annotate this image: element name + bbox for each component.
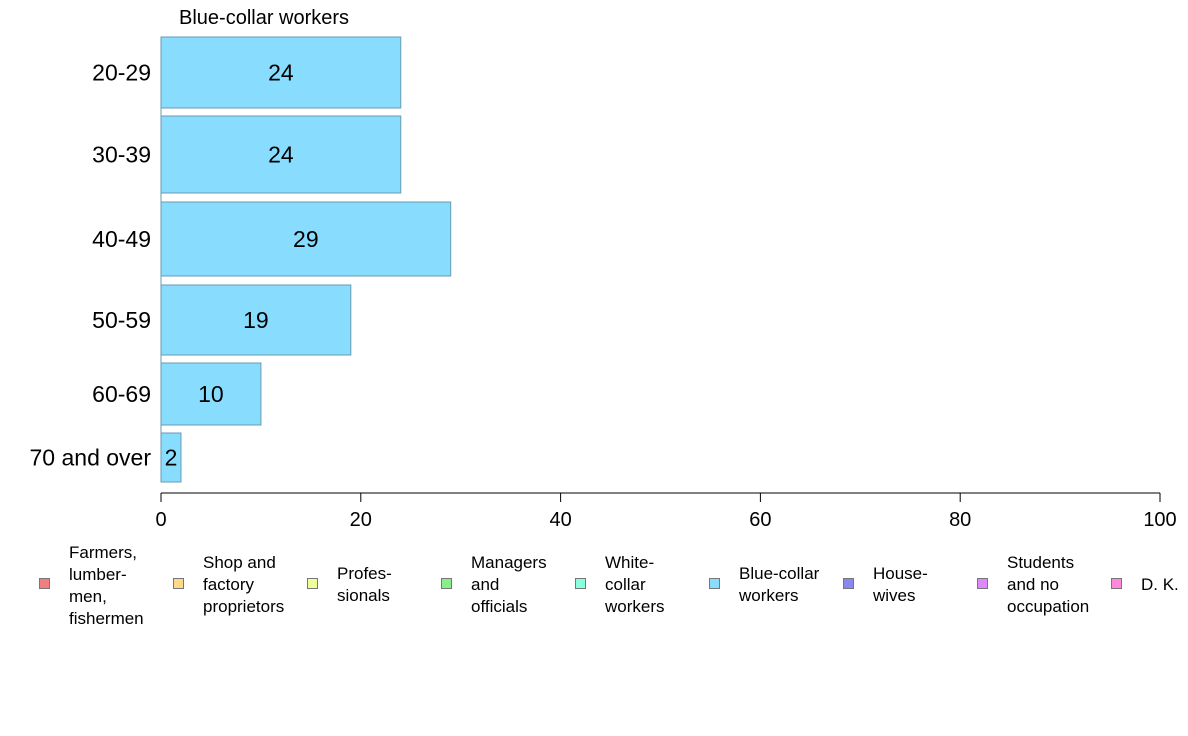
category-label: 30-39 <box>92 142 151 168</box>
x-tick-label: 100 <box>1143 509 1176 531</box>
legend-swatch <box>307 578 318 589</box>
bar-20-29 <box>160 36 402 109</box>
category-labels: 20-29 30-39 40-49 50-59 60-69 70 and over <box>30 60 152 471</box>
bar-chart: Blue-collar workers 24 24 29 19 10 2 20-29 30-… <box>30 7 1177 531</box>
legend-swatch <box>173 578 184 589</box>
data-label: 24 <box>268 60 294 86</box>
data-label: 29 <box>293 226 319 252</box>
bar-50-59 <box>160 284 352 356</box>
legend: Farmers, lumber- men, fishermen Shop and … <box>0 543 1188 632</box>
x-tick-label: 40 <box>549 509 571 531</box>
x-tick-label: 20 <box>350 509 372 531</box>
legend-label: Blue-collar workers <box>739 564 820 605</box>
legend-swatch <box>575 578 586 589</box>
legend-swatch <box>441 578 452 589</box>
legend-swatch <box>709 578 720 589</box>
x-axis: 0 20 40 60 80 100 <box>155 492 1177 531</box>
bar-40-49 <box>160 201 452 277</box>
legend-label: D. K. <box>1141 575 1179 594</box>
legend-label: Students and no occupation <box>1007 553 1090 616</box>
legend-label: House- wives <box>873 564 928 605</box>
legend-label: White- collar workers <box>605 553 665 616</box>
x-tick-label: 80 <box>949 509 971 531</box>
category-label: 20-29 <box>92 60 151 86</box>
legend-label: Farmers, lumber- men, fishermen <box>69 543 144 628</box>
bar-30-39 <box>160 115 402 194</box>
legend-label: Managers and officials <box>471 553 547 616</box>
category-label: 40-49 <box>92 226 151 252</box>
data-label: 2 <box>165 445 178 471</box>
legend-swatch <box>39 578 50 589</box>
legend-swatch <box>843 578 854 589</box>
data-label: 19 <box>243 307 269 333</box>
chart-title: Blue-collar workers <box>179 7 349 29</box>
bar-60-69 <box>160 362 262 426</box>
x-tick-label: 60 <box>749 509 771 531</box>
category-label: 50-59 <box>92 307 151 333</box>
legend-label: Shop and factory proprietors <box>203 553 285 616</box>
legend-label: Profes- sionals <box>337 564 392 605</box>
data-label: 24 <box>268 142 294 168</box>
legend-swatch <box>1111 578 1122 589</box>
bars-group: 24 24 29 19 10 2 <box>160 36 452 483</box>
category-label: 70 and over <box>30 445 152 471</box>
x-tick-label: 0 <box>155 509 166 531</box>
data-label: 10 <box>198 381 224 407</box>
category-label: 60-69 <box>92 381 151 407</box>
legend-swatch <box>977 578 988 589</box>
